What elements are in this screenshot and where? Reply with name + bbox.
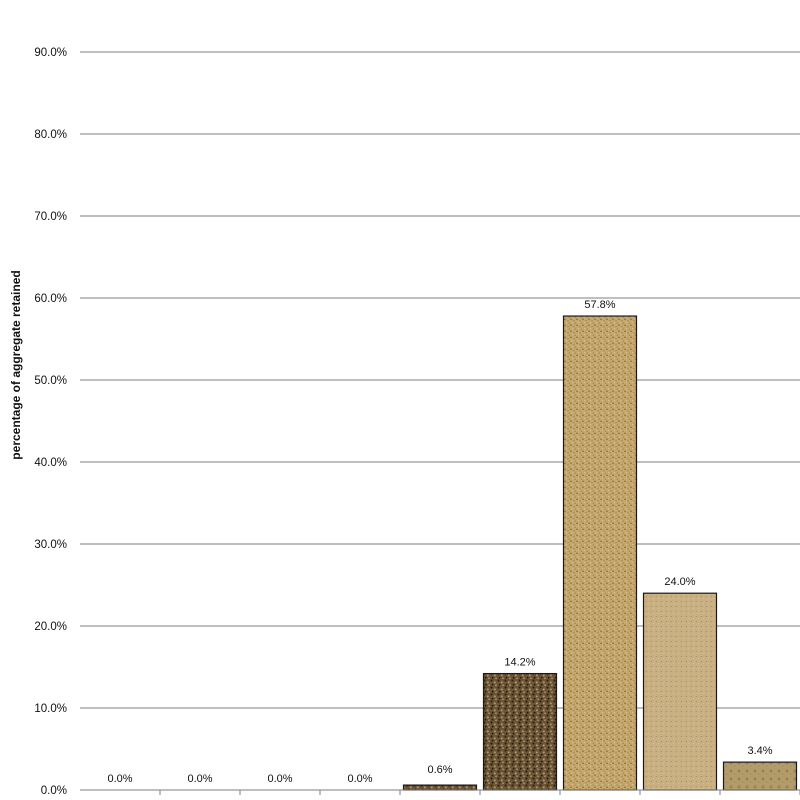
y-tick-label: 70.0% (34, 211, 67, 223)
y-tick-label: 90.0% (34, 47, 67, 59)
y-tick-label: 50.0% (34, 375, 67, 387)
y-tick-label: 40.0% (34, 457, 67, 469)
data-label: 0.0% (267, 773, 292, 785)
data-label: 24.0% (664, 576, 695, 588)
bars (159, 315, 800, 795)
data-label: 0.0% (107, 773, 132, 785)
bar (642, 592, 718, 791)
bar (722, 761, 798, 791)
y-tick-label: 20.0% (34, 621, 67, 633)
bar (402, 784, 478, 791)
y-axis-title: percentage of aggregate retained (9, 270, 23, 459)
data-label: 14.2% (504, 657, 535, 669)
bar (482, 672, 558, 791)
y-axis-ticks: 0.0% 10.0% 20.0% 30.0% 40.0% 50.0% 60.0% 70.0% 8… (34, 47, 67, 797)
y-tick-label: 30.0% (34, 539, 67, 551)
data-label: 0.6% (427, 764, 452, 776)
gridlines (80, 51, 800, 709)
y-tick-label: 60.0% (34, 293, 67, 305)
y-tick-label: 10.0% (34, 703, 67, 715)
y-tick-label: 0.0% (41, 785, 67, 797)
data-label: 0.0% (347, 773, 372, 785)
data-label: 3.4% (747, 745, 772, 757)
data-label: 57.8% (584, 299, 615, 311)
bar (562, 315, 638, 791)
y-tick-label: 80.0% (34, 129, 67, 141)
data-label: 0.0% (187, 773, 212, 785)
data-labels: 0.0% 0.0% 0.0% 0.0% 0.6% 14.2% 57.8% 24.0% 3.4% (107, 299, 772, 785)
